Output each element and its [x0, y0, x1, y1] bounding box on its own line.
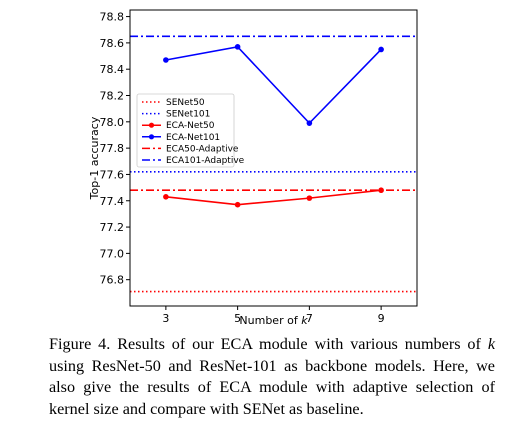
figure-caption: Figure 4. Results of our ECA module with… [49, 334, 495, 420]
y-axis-label: Top-1 accuracy [88, 116, 101, 200]
y-tick-label-77.2: 77.2 [100, 221, 125, 234]
x-tick-label-7: 7 [306, 312, 313, 325]
legend-label-eca101-adaptive: ECA101-Adaptive [166, 156, 245, 166]
y-tick-label-78.6: 78.6 [100, 37, 125, 50]
x-tick-label-5: 5 [234, 312, 241, 325]
series-line-eca-net101 [165, 45, 382, 125]
caption-variable: k [487, 335, 495, 353]
series-line-eca-net50 [165, 189, 382, 206]
y-tick-label-76.8: 76.8 [100, 274, 125, 287]
data-point-eca-net50-9 [378, 187, 384, 194]
x-tick-label-3: 3 [162, 312, 169, 325]
data-point-eca-net101-9 [378, 46, 384, 53]
legend-box [136, 93, 235, 168]
legend-label-eca-net101: ECA-Net101 [166, 133, 220, 143]
y-tick-label-78.4: 78.4 [100, 63, 125, 76]
data-point-eca-net50-7 [306, 195, 313, 201]
y-tick-label-78.8: 78.8 [100, 11, 125, 24]
data-point-eca-net50-5 [234, 201, 241, 208]
y-tick-label-77.6: 77.6 [100, 168, 125, 181]
data-point-eca-net50-3 [163, 194, 169, 200]
accuracy-line-chart: 3 5 7 9 76.8 77.0 77.2 77.4 77.6 77.8 78.0 78.2 78.4… [88, 9, 418, 327]
legend-label-eca-net50: ECA-Net50 [166, 121, 215, 131]
data-point-eca-net101-3 [163, 57, 169, 63]
legend-label-senet101: SENet101 [166, 110, 210, 120]
legend-marker-eca-net50 [148, 122, 155, 128]
caption-label: Figure 4. [49, 335, 111, 353]
plot-frame [129, 9, 418, 307]
caption-text-before: Results of our ECA module with various n… [110, 335, 488, 353]
y-tick-label-78.0: 78.0 [100, 116, 125, 129]
caption-text-after: using ResNet-50 and ResNet-101 as backbo… [49, 356, 495, 418]
legend-label-eca50-adaptive: ECA50-Adaptive [166, 144, 239, 154]
legend-label-senet50: SENet50 [166, 98, 205, 108]
legend-marker-eca-net101 [148, 134, 155, 140]
y-tick-label-77.0: 77.0 [100, 247, 125, 260]
data-point-eca-net101-7 [306, 120, 313, 126]
x-axis-label: Number of k [239, 314, 308, 327]
y-tick-label-78.2: 78.2 [100, 90, 125, 103]
data-point-eca-net101-5 [234, 44, 241, 50]
y-tick-label-77.8: 77.8 [100, 142, 125, 155]
y-tick-label-77.4: 77.4 [100, 195, 125, 208]
x-tick-label-9: 9 [378, 312, 385, 325]
